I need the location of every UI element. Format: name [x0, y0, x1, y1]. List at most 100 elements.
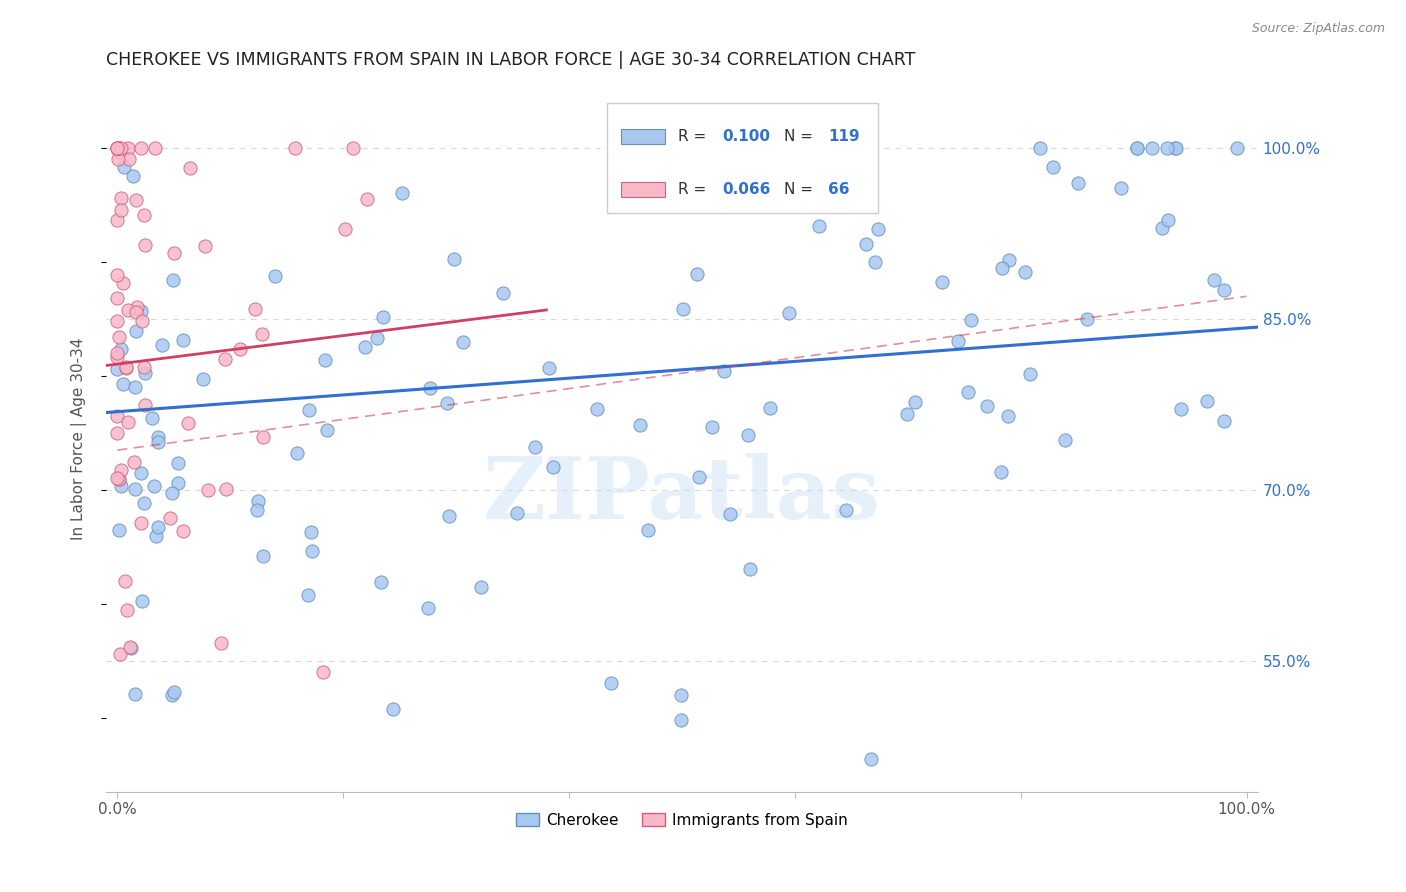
Point: [1204, 273, 1226, 287]
Point: [506, 507, 529, 521]
Point: [297, 588, 319, 602]
Point: [1197, 393, 1219, 408]
Point: [990, 465, 1012, 479]
Point: [110, 191, 132, 205]
Point: [904, 395, 927, 409]
Point: [121, 640, 143, 655]
Point: [162, 688, 184, 702]
Point: [146, 429, 169, 443]
Point: [197, 483, 219, 497]
Point: [252, 430, 274, 444]
Point: [356, 192, 378, 206]
Point: [1156, 141, 1178, 155]
Point: [134, 398, 156, 412]
Point: [124, 483, 146, 497]
Point: [669, 713, 692, 727]
Point: [737, 428, 759, 442]
Text: 0.066: 0.066: [723, 182, 770, 197]
Point: [146, 520, 169, 534]
Point: [1019, 367, 1042, 381]
Point: [209, 636, 232, 650]
Point: [669, 688, 692, 702]
Point: [131, 313, 153, 327]
Point: [738, 562, 761, 576]
Point: [150, 338, 173, 352]
Point: [105, 314, 128, 328]
Point: [132, 496, 155, 510]
Point: [835, 503, 858, 517]
Point: [143, 141, 166, 155]
Point: [301, 544, 323, 558]
Point: [1213, 283, 1236, 297]
Point: [121, 169, 143, 183]
Point: [167, 456, 190, 470]
Point: [114, 361, 136, 376]
Text: ZIPatlas: ZIPatlas: [482, 453, 882, 537]
Point: [946, 334, 969, 348]
Text: Source: ZipAtlas.com: Source: ZipAtlas.com: [1251, 22, 1385, 36]
Point: [419, 381, 441, 395]
Point: [342, 141, 364, 155]
Point: [110, 479, 132, 493]
Point: [451, 335, 474, 350]
Point: [1226, 141, 1249, 155]
Point: [115, 603, 138, 617]
Point: [105, 268, 128, 282]
Point: [105, 409, 128, 424]
Point: [437, 509, 460, 524]
Point: [115, 360, 138, 375]
Point: [1053, 433, 1076, 447]
Point: [105, 291, 128, 305]
Point: [160, 486, 183, 500]
FancyBboxPatch shape: [607, 103, 877, 212]
Point: [391, 186, 413, 200]
Point: [1029, 141, 1052, 155]
Point: [141, 411, 163, 425]
Point: [122, 454, 145, 468]
Point: [111, 276, 134, 290]
Point: [148, 435, 170, 450]
Point: [131, 594, 153, 608]
Point: [686, 267, 709, 281]
Point: [960, 313, 983, 327]
Point: [124, 688, 146, 702]
FancyBboxPatch shape: [621, 128, 665, 145]
Point: [107, 152, 129, 166]
Point: [145, 529, 167, 543]
Point: [172, 334, 194, 348]
Point: [863, 255, 886, 269]
Point: [609, 161, 631, 176]
Point: [118, 153, 141, 167]
Point: [613, 141, 636, 155]
Text: 0.100: 0.100: [723, 128, 770, 144]
Point: [167, 475, 190, 490]
Point: [117, 415, 139, 429]
Point: [418, 601, 440, 615]
Point: [110, 463, 132, 477]
Point: [628, 418, 651, 433]
Point: [1067, 176, 1090, 190]
Point: [314, 352, 336, 367]
Point: [366, 331, 388, 345]
Point: [859, 752, 882, 766]
Text: R =: R =: [679, 128, 711, 144]
Text: N =: N =: [785, 182, 818, 197]
Point: [108, 472, 131, 486]
Point: [998, 253, 1021, 268]
Point: [688, 470, 710, 484]
Point: [492, 286, 515, 301]
Point: [299, 524, 322, 539]
Point: [778, 306, 800, 320]
Text: 119: 119: [828, 128, 860, 144]
Point: [125, 193, 148, 207]
Point: [114, 574, 136, 589]
Point: [247, 494, 270, 508]
Point: [105, 213, 128, 227]
Point: [194, 239, 217, 253]
Point: [637, 523, 659, 537]
Point: [808, 219, 831, 233]
Point: [373, 310, 395, 324]
Text: N =: N =: [785, 128, 818, 144]
Point: [245, 301, 267, 316]
Point: [315, 423, 337, 437]
